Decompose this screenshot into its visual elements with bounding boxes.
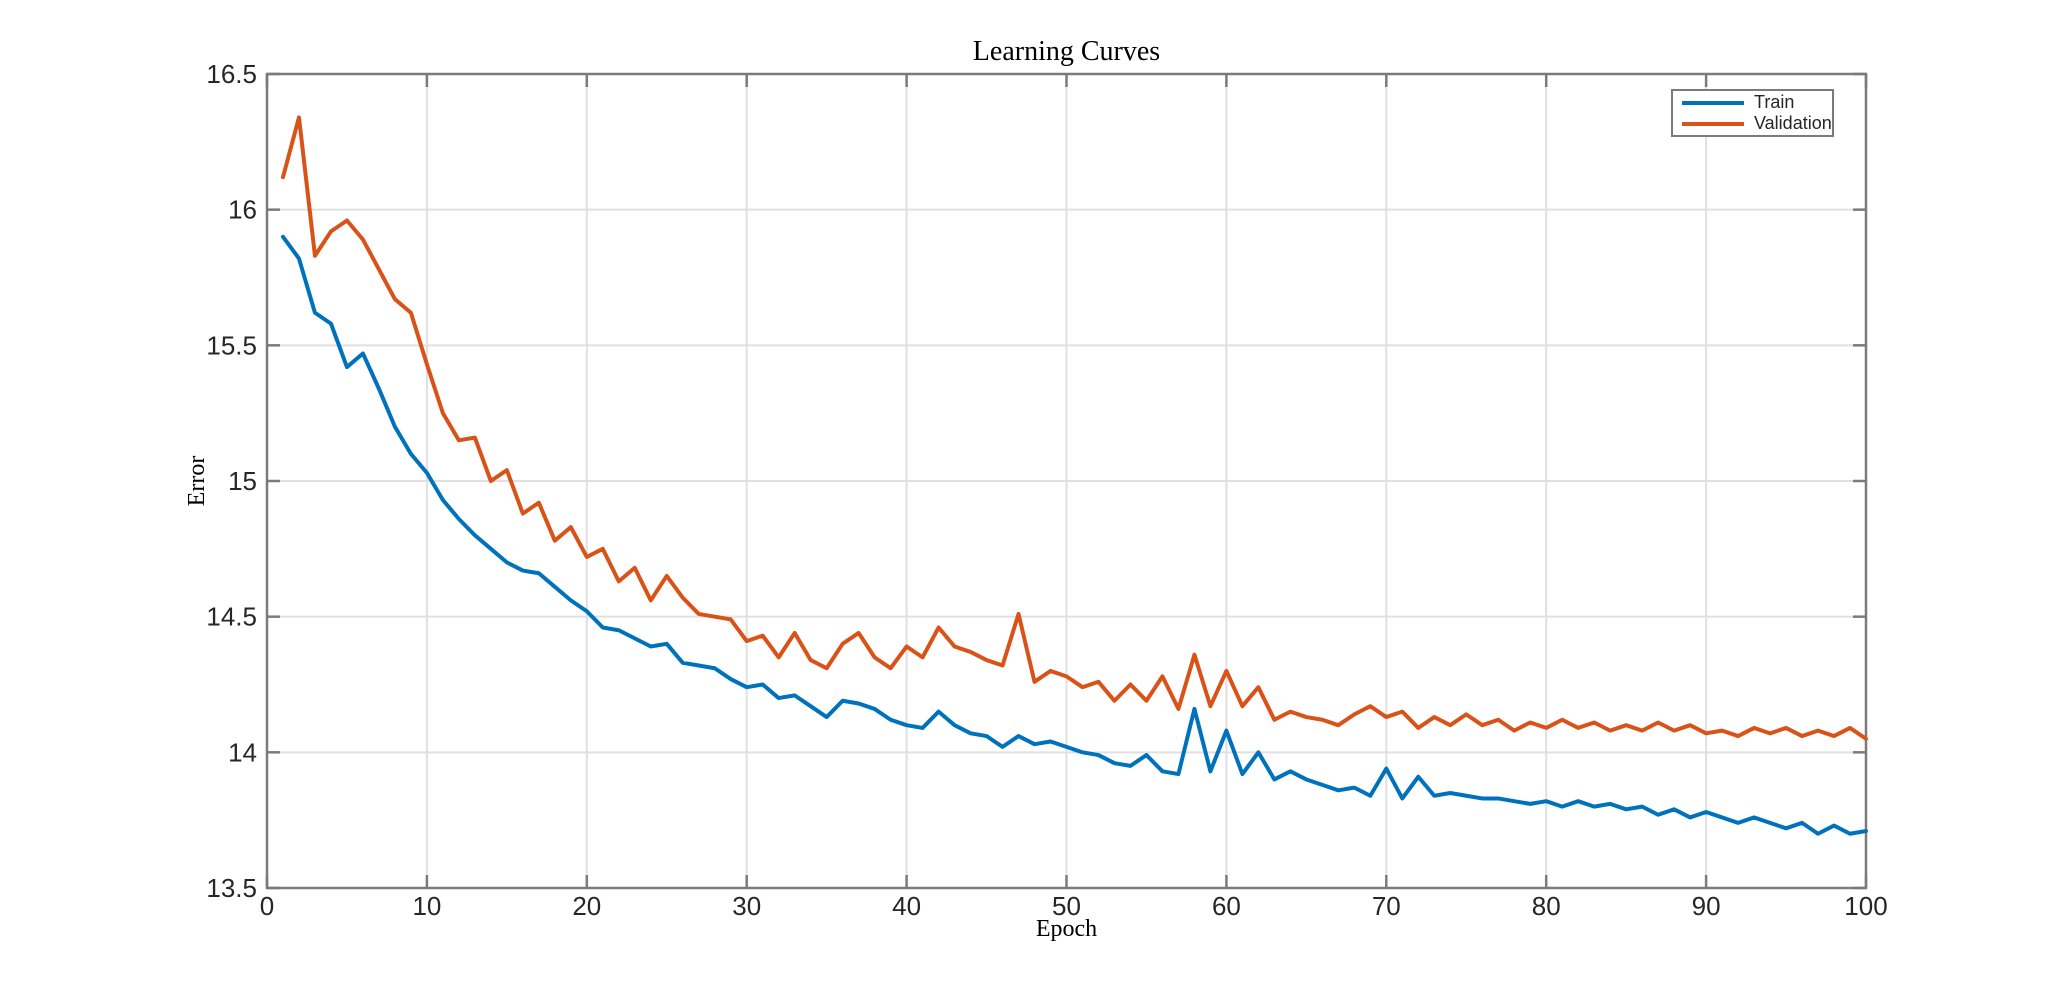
legend-item-validation: Validation (1673, 113, 1832, 134)
tick-marks (265, 72, 1868, 890)
y-axis-label: Error (184, 455, 210, 507)
validation-line-swatch (1682, 121, 1744, 126)
x-tick-label: 50 (1052, 891, 1081, 921)
chart-title: Learning Curves (972, 36, 1161, 67)
train-line (280, 234, 1868, 836)
y-tick-label: 15 (228, 466, 257, 496)
legend-label-validation: Validation (1754, 113, 1832, 133)
gridlines (267, 74, 1866, 888)
y-tick-label: 13.5 (206, 873, 257, 903)
x-tick-label: 20 (572, 891, 601, 921)
legend: Train Validation (1671, 89, 1834, 137)
data-series (280, 115, 1868, 836)
validation-line (280, 115, 1868, 741)
x-tick-label: 10 (412, 891, 441, 921)
y-tick-label: 16.5 (206, 59, 257, 89)
train-line-swatch (1682, 100, 1744, 105)
y-tick-label: 15.5 (206, 330, 257, 360)
y-tick-label: 16 (228, 195, 257, 225)
x-tick-label: 70 (1372, 891, 1401, 921)
x-tick-label: 40 (892, 891, 921, 921)
legend-item-train: Train (1673, 92, 1832, 113)
x-tick-label: 0 (260, 891, 274, 921)
x-tick-label: 100 (1844, 891, 1887, 921)
x-tick-label: 30 (732, 891, 761, 921)
y-tick-label: 14.5 (206, 602, 257, 632)
x-tick-label: 60 (1212, 891, 1241, 921)
legend-label-train: Train (1754, 92, 1795, 112)
x-tick-label: 80 (1532, 891, 1561, 921)
x-axis-label: Epoch (1035, 916, 1098, 942)
x-tick-label: 90 (1692, 891, 1721, 921)
y-tick-label: 14 (228, 737, 257, 767)
tick-labels: 0 10 20 30 40 50 60 70 80 90 100 13.5 14 14.5 15 15.5 16… (206, 59, 1887, 921)
